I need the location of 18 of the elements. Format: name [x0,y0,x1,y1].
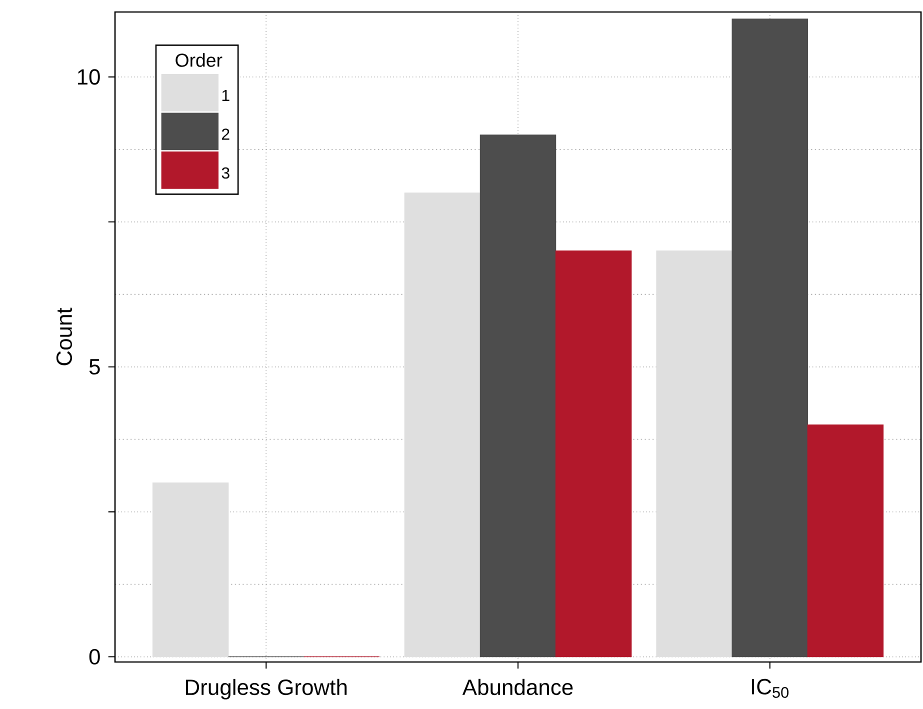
bar [152,482,229,658]
legend-label: 3 [222,167,230,179]
bar [656,250,732,658]
bar [404,192,481,658]
bar [555,250,632,658]
y-tick-label: 10 [78,69,100,85]
x-tick-label: Abundance [462,678,573,696]
x-tick-label: Drugless Growth [186,678,347,700]
y-tick-label: 5 [89,359,100,375]
bar [480,134,556,658]
bar [807,424,884,658]
legend-label: 1 [222,90,230,101]
x-tick-label: IC$_{50}$ [752,678,789,698]
y-tick-label: 0 [89,648,100,665]
y-axis-title: Count [56,308,72,366]
legend-label: 2 [222,128,230,140]
bar [732,18,808,658]
legend-title: Order [176,53,222,67]
